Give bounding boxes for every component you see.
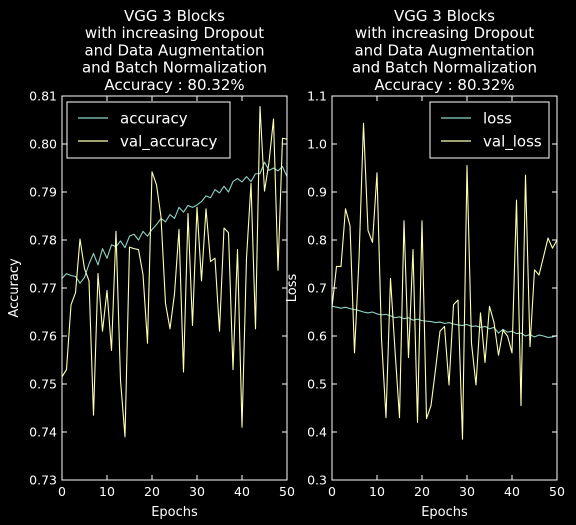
legend-box	[429, 101, 550, 159]
chart-title-line: and Data Augmentation	[354, 41, 534, 59]
x-tick-label: 10	[99, 484, 115, 499]
x-tick-label: 50	[279, 484, 295, 499]
y-tick-label: 0.5	[307, 377, 327, 392]
series-line-accuracy	[61, 161, 288, 284]
chart-title-line: with increasing Dropout	[355, 24, 534, 42]
legend: accuracy val_accuracy	[66, 101, 231, 159]
chart-title-line: with increasing Dropout	[85, 24, 264, 42]
legend: loss val_loss	[429, 101, 550, 159]
x-tick-label: 40	[504, 484, 520, 499]
y-axis-label: Accuracy	[7, 258, 22, 318]
y-tick-label: 0.80	[29, 137, 57, 152]
legend-label: val_loss	[483, 133, 542, 152]
y-tick-label: 0.74	[29, 425, 57, 440]
chart-title-line: and Data Augmentation	[84, 41, 264, 59]
y-tick-label: 0.77	[29, 281, 57, 296]
x-tick-label: 0	[328, 484, 336, 499]
y-tick-label: 0.73	[29, 473, 57, 488]
y-tick-label: 1.1	[307, 89, 327, 104]
x-tick-label: 20	[414, 484, 430, 499]
y-tick-label: 0.3	[307, 473, 327, 488]
legend-label: accuracy	[120, 110, 188, 128]
series-line-val-accuracy	[61, 106, 288, 438]
x-tick-label: 30	[189, 484, 205, 499]
legend-label: val_accuracy	[120, 133, 218, 152]
x-tick-label: 50	[549, 484, 565, 499]
chart-title-line: and Batch Normalization	[352, 59, 537, 77]
legend-box	[66, 101, 231, 159]
x-tick-label: 20	[144, 484, 160, 499]
chart-title-line: Accuracy : 80.32%	[374, 76, 514, 94]
chart-title-line: VGG 3 Blocks	[124, 7, 225, 25]
x-axis-label: Epochs	[421, 505, 468, 520]
y-tick-label: 1.0	[307, 137, 327, 152]
y-tick-label: 0.9	[307, 185, 327, 200]
x-axis-label: Epochs	[151, 505, 198, 520]
legend-label: loss	[483, 110, 512, 128]
x-tick-label: 30	[459, 484, 475, 499]
y-axis-label: Loss	[285, 274, 300, 303]
chart-title-line: and Batch Normalization	[82, 59, 267, 77]
y-tick-label: 0.6	[307, 329, 327, 344]
y-tick-label: 0.7	[307, 281, 327, 296]
y-tick-label: 0.8	[307, 233, 327, 248]
y-tick-label: 0.75	[29, 377, 57, 392]
x-tick-label: 10	[369, 484, 385, 499]
chart-title-line: Accuracy : 80.32%	[104, 76, 244, 94]
chart-title-line: VGG 3 Blocks	[394, 7, 495, 25]
y-tick-label: 0.81	[29, 89, 57, 104]
y-tick-label: 0.4	[307, 425, 327, 440]
x-tick-label: 0	[58, 484, 66, 499]
series-line-val-loss	[331, 122, 558, 440]
y-tick-label: 0.78	[29, 233, 57, 248]
y-tick-label: 0.79	[29, 185, 57, 200]
y-tick-label: 0.76	[29, 329, 57, 344]
x-tick-label: 40	[234, 484, 250, 499]
